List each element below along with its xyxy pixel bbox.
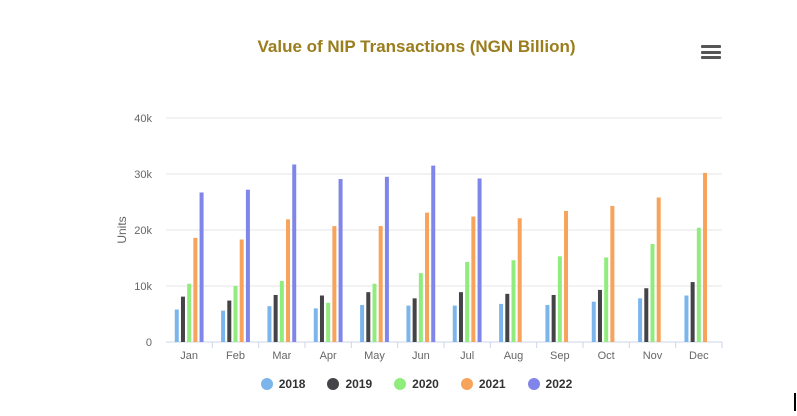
bar-2019-mar[interactable] — [273, 294, 278, 342]
bar-2020-jun[interactable] — [418, 273, 423, 342]
legend-marker — [527, 378, 540, 390]
x-tick-label: Dec — [689, 350, 709, 362]
x-tick-label: May — [364, 350, 385, 362]
bar-2019-jun[interactable] — [412, 298, 417, 342]
bar-2021-dec[interactable] — [703, 172, 708, 342]
bar-2020-apr[interactable] — [326, 302, 331, 342]
bar-2018-oct[interactable] — [591, 301, 596, 342]
bar-2020-feb[interactable] — [233, 286, 238, 342]
bar-2018-mar[interactable] — [267, 306, 272, 342]
bar-2020-dec[interactable] — [696, 227, 701, 342]
bar-2021-sep[interactable] — [564, 210, 569, 342]
bar-2021-jun[interactable] — [425, 212, 430, 342]
legend-marker — [260, 378, 273, 390]
x-tick-label: Feb — [226, 350, 245, 362]
bar-2021-jan[interactable] — [193, 237, 198, 342]
bar-2019-jul[interactable] — [458, 292, 463, 342]
legend-label: 2020 — [412, 377, 439, 391]
bar-2022-may[interactable] — [384, 176, 389, 342]
bar-2019-apr[interactable] — [319, 295, 324, 342]
bar-2019-aug[interactable] — [505, 293, 510, 342]
x-tick-label: Mar — [272, 350, 291, 362]
bar-2018-may[interactable] — [360, 305, 365, 342]
bar-2021-aug[interactable] — [517, 218, 522, 342]
bar-2022-apr[interactable] — [338, 179, 343, 342]
bar-2018-jul[interactable] — [452, 305, 457, 342]
legend-label: 2021 — [478, 377, 506, 391]
bar-2020-aug[interactable] — [511, 260, 516, 342]
bar-2018-jan[interactable] — [174, 309, 179, 342]
bar-2018-aug[interactable] — [499, 303, 504, 342]
legend-item-2021[interactable]: 2021 — [460, 377, 506, 391]
bar-2021-feb[interactable] — [239, 239, 244, 342]
y-tick-label: 40k — [134, 113, 152, 125]
bar-2019-jan[interactable] — [180, 296, 185, 342]
legend-item-2022[interactable]: 2022 — [527, 377, 573, 391]
bar-2018-feb[interactable] — [221, 310, 226, 342]
menu-line — [701, 50, 721, 54]
x-tick-label: Jul — [460, 350, 474, 362]
menu-line — [701, 56, 721, 59]
bar-2021-jul[interactable] — [471, 216, 476, 342]
bar-2019-nov[interactable] — [644, 288, 649, 342]
bar-2018-sep[interactable] — [545, 305, 550, 342]
bar-2020-mar[interactable] — [279, 280, 284, 342]
x-tick-label: Jan — [180, 350, 198, 362]
bar-2022-mar[interactable] — [292, 164, 297, 342]
x-tick-label: Aug — [504, 350, 524, 362]
bar-2018-nov[interactable] — [638, 298, 643, 342]
bar-2020-jan[interactable] — [187, 283, 192, 342]
legend-label: 2022 — [545, 377, 573, 391]
bar-2020-may[interactable] — [372, 283, 377, 342]
x-tick-label: Sep — [550, 350, 570, 362]
bar-2021-may[interactable] — [378, 226, 383, 342]
bar-2019-sep[interactable] — [551, 294, 556, 342]
y-tick-label: 0 — [146, 337, 152, 349]
y-axis-title: Units — [115, 216, 129, 243]
chart-legend: 2018 2019 2020 2021 2022 — [0, 377, 797, 391]
bar-2021-oct[interactable] — [610, 205, 615, 342]
bar-2019-feb[interactable] — [227, 300, 232, 342]
bar-2021-apr[interactable] — [332, 226, 337, 342]
bar-2018-jun[interactable] — [406, 305, 411, 342]
bar-2022-jul[interactable] — [477, 178, 482, 342]
x-tick-label: Apr — [320, 350, 337, 362]
legend-marker — [460, 378, 473, 390]
bar-2021-nov[interactable] — [656, 197, 661, 342]
bar-2019-dec[interactable] — [690, 282, 695, 342]
bar-2022-jun[interactable] — [431, 165, 436, 342]
y-tick-label: 30k — [134, 169, 152, 181]
legend-item-2019[interactable]: 2019 — [327, 377, 372, 391]
legend-item-2020[interactable]: 2020 — [394, 377, 439, 391]
bar-2019-may[interactable] — [366, 292, 371, 342]
bar-2018-dec[interactable] — [684, 295, 689, 342]
bar-2019-oct[interactable] — [597, 289, 602, 342]
legend-label: 2018 — [278, 377, 306, 391]
bar-2020-jul[interactable] — [465, 261, 470, 342]
bar-2022-jan[interactable] — [199, 192, 204, 342]
x-tick-label: Nov — [643, 350, 663, 362]
legend-marker — [394, 378, 407, 390]
text-cursor — [794, 393, 796, 411]
y-tick-label: 20k — [134, 225, 152, 237]
x-tick-label: Oct — [598, 350, 615, 362]
legend-item-2018[interactable]: 2018 — [260, 377, 306, 391]
bar-2020-sep[interactable] — [557, 256, 562, 342]
legend-label: 2019 — [345, 377, 373, 391]
x-tick-label: Jun — [412, 350, 430, 362]
bar-2022-feb[interactable] — [245, 189, 250, 342]
chart-title: Value of NIP Transactions (NGN Billion) — [257, 37, 576, 56]
menu-line — [701, 45, 721, 48]
y-tick-label: 10k — [134, 281, 152, 293]
bar-2020-oct[interactable] — [604, 257, 609, 342]
legend-marker — [327, 378, 340, 390]
bar-2021-mar[interactable] — [286, 219, 291, 342]
bar-2020-nov[interactable] — [650, 244, 655, 342]
bar-2018-apr[interactable] — [313, 308, 318, 342]
chart-menu-button[interactable] — [701, 44, 721, 60]
